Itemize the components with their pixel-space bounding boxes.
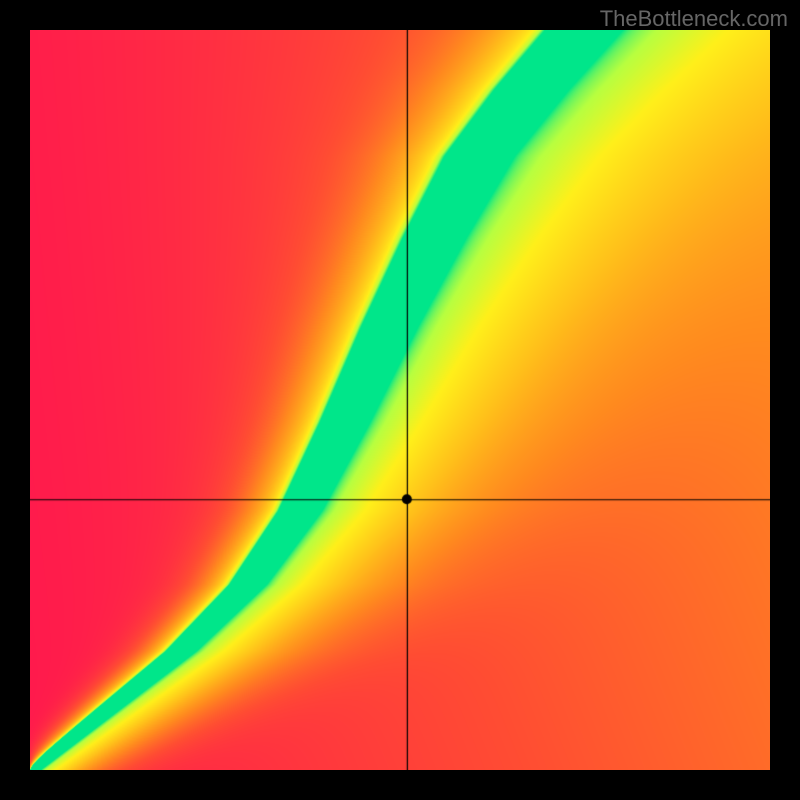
watermark-text: TheBottleneck.com	[600, 6, 788, 32]
chart-container: TheBottleneck.com	[0, 0, 800, 800]
heatmap-canvas	[30, 30, 770, 770]
